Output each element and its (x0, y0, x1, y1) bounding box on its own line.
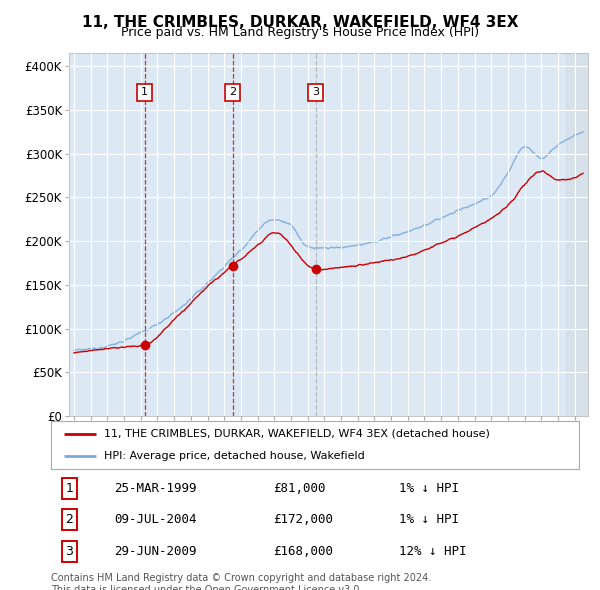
Text: 1% ↓ HPI: 1% ↓ HPI (400, 513, 460, 526)
Text: HPI: Average price, detached house, Wakefield: HPI: Average price, detached house, Wake… (104, 451, 365, 461)
Text: 1: 1 (65, 481, 73, 494)
Text: 11, THE CRIMBLES, DURKAR, WAKEFIELD, WF4 3EX: 11, THE CRIMBLES, DURKAR, WAKEFIELD, WF4… (82, 15, 518, 30)
Text: £81,000: £81,000 (273, 481, 325, 494)
Text: 25-MAR-1999: 25-MAR-1999 (115, 481, 197, 494)
Text: 09-JUL-2004: 09-JUL-2004 (115, 513, 197, 526)
Text: £168,000: £168,000 (273, 545, 333, 558)
Text: 1% ↓ HPI: 1% ↓ HPI (400, 481, 460, 494)
Text: 2: 2 (229, 87, 236, 97)
Polygon shape (566, 53, 588, 416)
Text: £172,000: £172,000 (273, 513, 333, 526)
Text: 3: 3 (313, 87, 319, 97)
Text: 2: 2 (65, 513, 73, 526)
Text: 29-JUN-2009: 29-JUN-2009 (115, 545, 197, 558)
Text: 12% ↓ HPI: 12% ↓ HPI (400, 545, 467, 558)
Text: 1: 1 (141, 87, 148, 97)
Text: Contains HM Land Registry data © Crown copyright and database right 2024.
This d: Contains HM Land Registry data © Crown c… (51, 573, 431, 590)
Text: Price paid vs. HM Land Registry's House Price Index (HPI): Price paid vs. HM Land Registry's House … (121, 26, 479, 39)
Text: 11, THE CRIMBLES, DURKAR, WAKEFIELD, WF4 3EX (detached house): 11, THE CRIMBLES, DURKAR, WAKEFIELD, WF4… (104, 429, 490, 439)
Text: 3: 3 (65, 545, 73, 558)
